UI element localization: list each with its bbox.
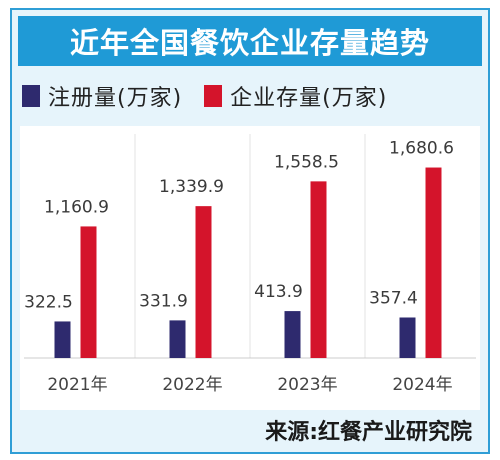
x-tick-label: 2023年 <box>277 375 337 395</box>
legend-item-stock: 企业存量(万家) <box>204 80 387 112</box>
legend-item-registrations: 注册量(万家) <box>22 80 182 112</box>
legend-swatch-stock <box>204 85 223 107</box>
legend-label-stock: 企业存量(万家) <box>230 86 388 111</box>
data-label-stock: 1,160.9 <box>44 197 109 217</box>
legend: 注册量(万家) 企业存量(万家) <box>22 80 387 112</box>
bar-chart: 322.5 1,160.9 2021年 331.9 1,339.9 2022年 413.9 1… <box>24 134 476 395</box>
legend-label-registrations: 注册量(万家) <box>48 86 183 111</box>
bar-registrations <box>284 311 301 358</box>
bar-registrations <box>54 321 71 358</box>
data-label-registrations: 322.5 <box>24 292 73 312</box>
source-note: 来源:红餐产业研究院 <box>265 420 472 445</box>
legend-swatch-registrations <box>22 85 40 107</box>
chart-title: 近年全国餐饮企业存量趋势 <box>69 26 430 60</box>
bar-registrations <box>399 317 416 358</box>
bar-registrations <box>169 320 186 358</box>
title-bar: 近年全国餐饮企业存量趋势 <box>18 16 482 66</box>
data-label-registrations: 357.4 <box>369 288 418 308</box>
bar-stock <box>425 167 442 358</box>
x-tick-label: 2022年 <box>162 375 222 395</box>
data-label-registrations: 331.9 <box>139 291 188 311</box>
x-tick-label: 2024年 <box>392 375 452 395</box>
plot-area: 322.5 1,160.9 2021年 331.9 1,339.9 2022年 413.9 1… <box>20 126 480 410</box>
data-label-stock: 1,339.9 <box>159 177 224 197</box>
bar-stock <box>195 206 212 358</box>
data-label-stock: 1,680.6 <box>389 139 454 159</box>
data-label-stock: 1,558.5 <box>274 152 339 172</box>
bar-stock <box>80 226 97 358</box>
data-label-registrations: 413.9 <box>254 282 303 302</box>
bar-stock <box>310 181 327 358</box>
x-tick-label: 2021年 <box>47 375 107 395</box>
